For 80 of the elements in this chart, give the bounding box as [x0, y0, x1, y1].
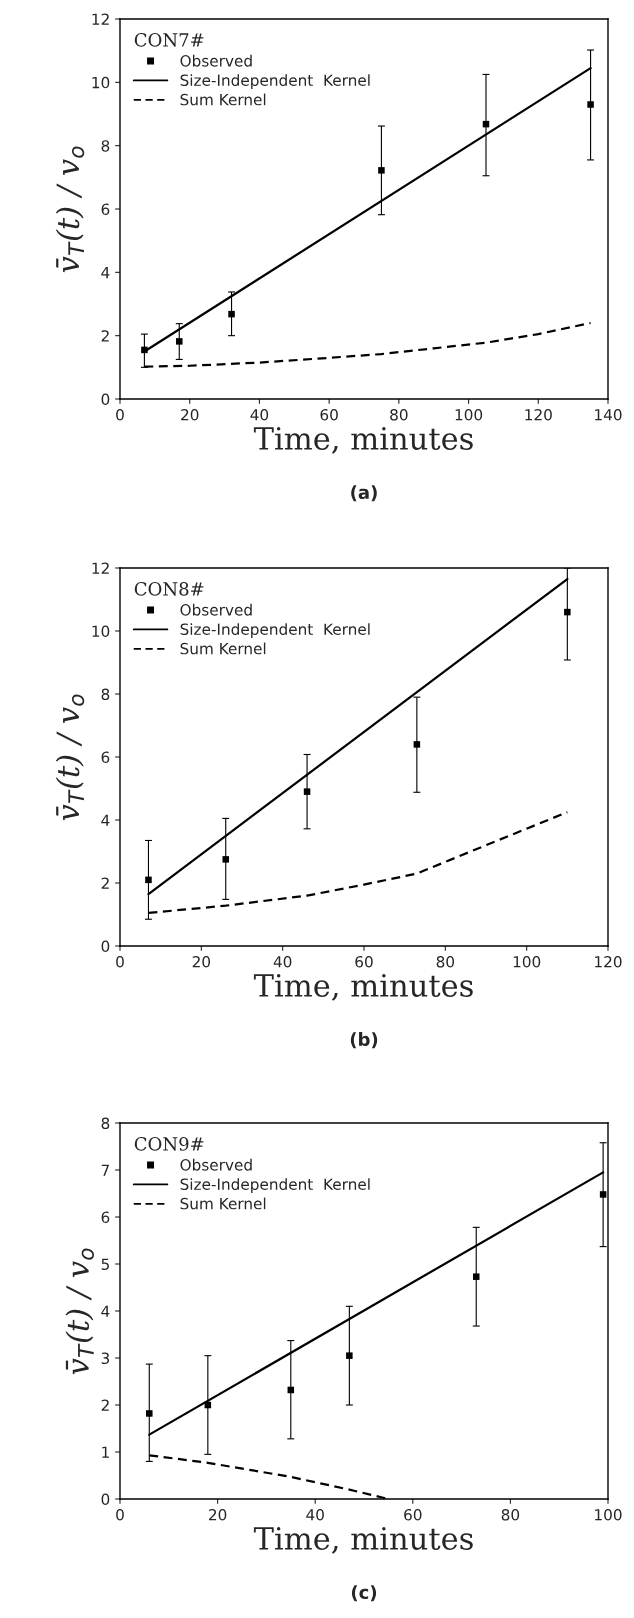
point: [146, 1410, 153, 1417]
legend-label: Size-Independent Kernel: [180, 1178, 370, 1193]
x-axis-title: Time, minutes: [253, 1527, 473, 1554]
point: [599, 1191, 607, 1198]
x-tick-label: 100: [455, 408, 483, 421]
x-tick-label: 20: [181, 408, 199, 421]
x-axis-title: Time, minutes: [253, 974, 473, 1001]
point: [222, 856, 229, 863]
point: [141, 346, 148, 354]
point: [378, 167, 385, 174]
y-tick-label: 0: [101, 940, 110, 953]
y-tick-label: 1: [102, 1446, 109, 1458]
point: [303, 788, 311, 795]
legend-label: Sum Kernel: [180, 1197, 266, 1210]
y-tick-label: 6: [101, 203, 110, 216]
y-tick-label: 10: [92, 76, 110, 89]
y-tick-label: 8: [101, 1117, 110, 1130]
y-tick-label: 2: [101, 330, 109, 342]
y-tick-label: 0: [101, 1493, 110, 1506]
legend-title: CON9#: [134, 1137, 204, 1151]
y-tick-label: 7: [101, 1164, 109, 1176]
point: [564, 608, 571, 616]
y-tick-label: 4: [101, 814, 110, 826]
legend-label: Observed: [180, 54, 252, 67]
legend-label: Size-Independent Kernel: [180, 623, 370, 638]
x-tick-label: 60: [404, 1508, 422, 1521]
legend-label: Observed: [180, 1158, 252, 1171]
point: [145, 876, 152, 884]
y-tick-label: 6: [101, 751, 110, 764]
legend-label: Sum Kernel: [180, 93, 266, 106]
x-tick-label: 40: [306, 1508, 324, 1521]
x-tick-label: 60: [320, 408, 338, 421]
y-tick-label: 10: [92, 625, 110, 638]
y-tick-label: 4: [101, 267, 110, 279]
y-tick-label: 0: [101, 393, 110, 406]
point: [346, 1352, 353, 1359]
x-tick-label: 120: [525, 408, 552, 421]
x-tick-label: 120: [595, 955, 622, 968]
x-axis-title: Time, minutes: [253, 427, 473, 454]
legend-label: Observed: [180, 603, 252, 616]
point: [472, 1273, 480, 1280]
x-tick-label: 0: [116, 955, 124, 968]
text: (b): [350, 1032, 378, 1049]
y-tick-label: 12: [92, 13, 109, 25]
x-tick-label: 80: [501, 1508, 520, 1521]
y-tick-label: 2: [101, 877, 109, 889]
y-tick-label: 4: [101, 1305, 110, 1317]
legend-label: Sum Kernel: [180, 642, 266, 655]
x-tick-label: 100: [513, 955, 541, 968]
y-axis-title: v̄$_{T}$(t) / v$_{o}$: [65, 1248, 94, 1375]
x-tick-label: 60: [355, 955, 373, 968]
x-tick-label: 80: [390, 408, 408, 421]
x-tick-label: 40: [250, 408, 269, 421]
y-tick-label: 3: [101, 1352, 110, 1365]
x-tick-label: 40: [273, 955, 292, 968]
x-tick-label: 140: [595, 408, 622, 421]
point: [176, 338, 183, 345]
line-series: [147, 811, 569, 915]
legend-label: Size-Independent Kernel: [180, 74, 370, 89]
text: (a): [351, 485, 377, 502]
legend-title: CON8#: [134, 582, 204, 596]
y-axis-title: v̄$_{T}$(t) / v$_{o}$: [55, 146, 85, 273]
y-tick-label: 8: [101, 140, 110, 152]
point: [587, 101, 594, 108]
y-tick-label: 2: [101, 1399, 109, 1411]
x-tick-label: 0: [116, 1508, 124, 1521]
x-tick-label: 100: [595, 1508, 622, 1521]
y-tick-label: 6: [101, 1211, 110, 1224]
x-tick-label: 80: [436, 955, 455, 968]
x-tick-label: 20: [192, 955, 211, 968]
y-tick-label: 12: [92, 562, 109, 574]
point: [228, 310, 235, 318]
legend-title: CON7#: [134, 33, 204, 47]
x-tick-label: 0: [116, 408, 124, 421]
y-tick-label: 5: [101, 1258, 109, 1271]
y-axis-title: v̄$_{T}$(t) / v$_{o}$: [55, 694, 85, 821]
y-tick-label: 8: [101, 688, 110, 701]
point: [413, 741, 421, 748]
x-tick-label: 20: [209, 1508, 227, 1521]
text: (c): [351, 1585, 377, 1602]
